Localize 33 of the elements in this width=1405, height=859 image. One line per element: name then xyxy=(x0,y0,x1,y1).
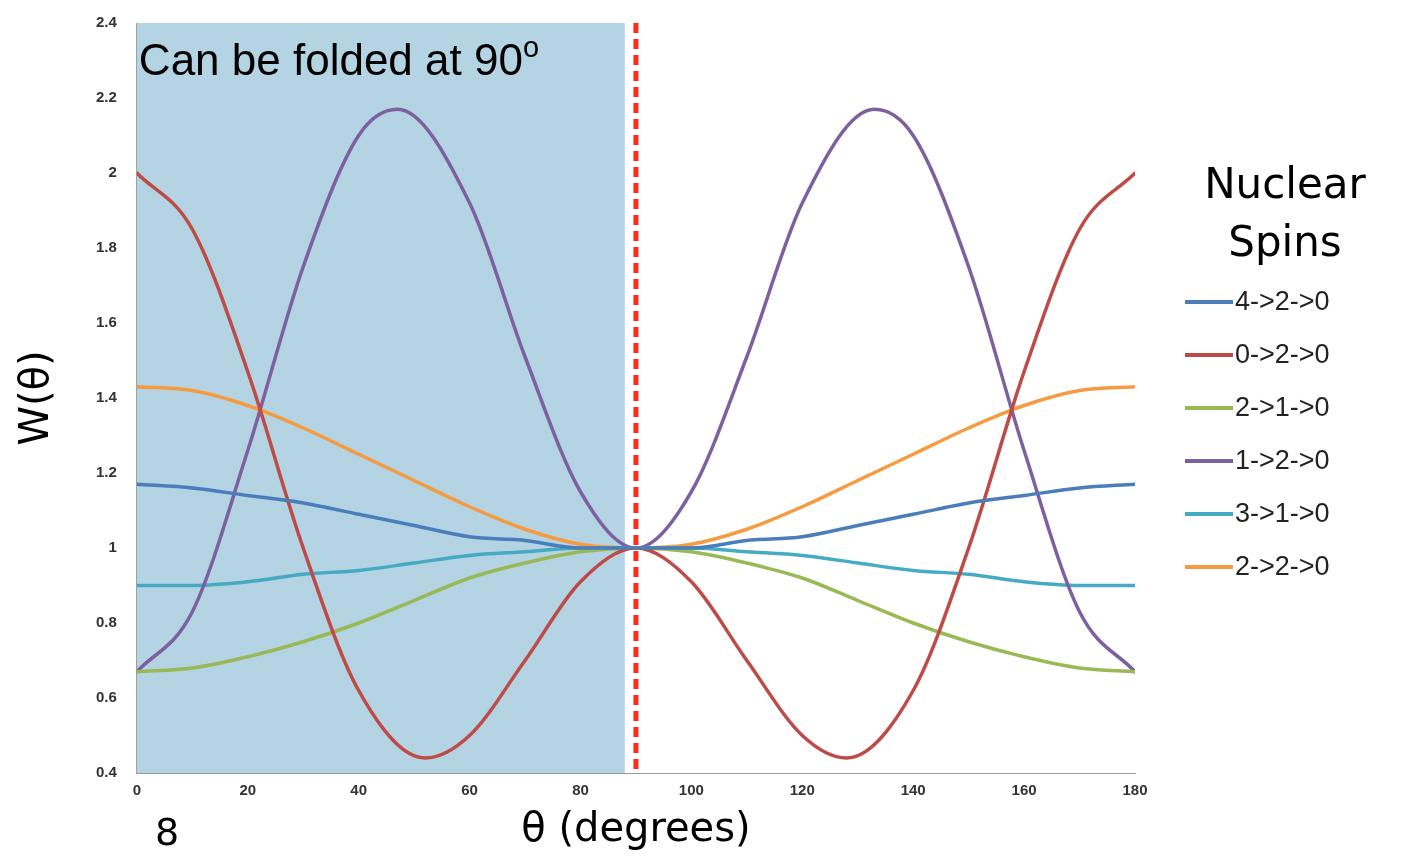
x-tick-label: 160 xyxy=(1011,781,1037,799)
line-series xyxy=(136,171,1135,760)
y-tick-label: 1.8 xyxy=(95,238,117,256)
x-tick-label: 180 xyxy=(1122,781,1148,799)
legend-label: 4->2->0 xyxy=(1235,286,1330,317)
x-tick-label: 100 xyxy=(678,781,704,799)
legend-label: 2->2->0 xyxy=(1235,551,1330,582)
legend-label: 2->1->0 xyxy=(1235,392,1330,423)
text: 8 xyxy=(155,810,180,854)
legend-label: 3->1->0 xyxy=(1235,498,1330,529)
x-tick-label: 140 xyxy=(900,781,926,799)
y-tick-label: 0.6 xyxy=(95,688,117,706)
line-series xyxy=(136,482,1135,550)
y-axis-title: W(θ) xyxy=(11,350,58,446)
y-tick-label: 2.2 xyxy=(95,88,117,106)
legend-title: Nuclear Spins xyxy=(1203,158,1367,268)
legend-label: 1->2->0 xyxy=(1235,445,1330,476)
x-tick-label: 120 xyxy=(789,781,815,799)
y-tick-label: 1 xyxy=(108,538,117,556)
x-axis-title: θ (degrees) xyxy=(521,804,751,851)
x-tick-label: 60 xyxy=(461,781,478,799)
x-tick-label: 80 xyxy=(572,781,589,799)
y-tick-label: 0.8 xyxy=(95,613,117,631)
y-tick-label: 2 xyxy=(108,163,117,181)
y-tick-label: 0.4 xyxy=(95,763,118,781)
y-tick-label: 2.4 xyxy=(95,13,118,31)
x-tick-label: 0 xyxy=(132,781,142,799)
y-tick-label: 1.2 xyxy=(95,463,117,481)
y-tick-label: 1.4 xyxy=(95,388,118,406)
x-tick-label: 20 xyxy=(239,781,257,799)
y-tick-label: 1.6 xyxy=(95,313,117,331)
legend-label: 0->2->0 xyxy=(1235,339,1330,370)
x-tick-label: 40 xyxy=(350,781,368,799)
